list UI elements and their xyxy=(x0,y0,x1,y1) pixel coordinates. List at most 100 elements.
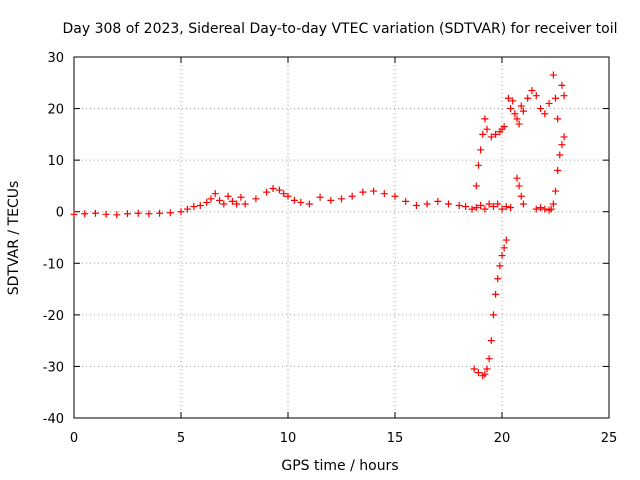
data-point xyxy=(81,210,89,218)
data-point xyxy=(549,71,557,79)
x-tick-label: 20 xyxy=(494,431,511,446)
data-point xyxy=(515,120,523,128)
data-point xyxy=(241,200,249,208)
data-point xyxy=(445,200,452,208)
data-point xyxy=(517,192,525,200)
data-point xyxy=(494,200,502,208)
data-point xyxy=(517,102,525,110)
data-point xyxy=(479,130,487,138)
data-point xyxy=(541,205,549,213)
y-tick-label: 30 xyxy=(47,51,64,66)
data-point xyxy=(556,151,564,159)
data-point xyxy=(224,192,232,200)
data-point xyxy=(177,208,185,216)
data-point xyxy=(507,105,515,113)
data-point xyxy=(541,110,549,118)
data-point xyxy=(305,200,313,208)
data-point xyxy=(502,236,510,244)
data-point xyxy=(338,195,345,203)
data-point xyxy=(524,94,532,102)
data-point xyxy=(391,192,399,200)
data-point xyxy=(468,205,476,213)
data-point xyxy=(434,197,442,205)
data-point xyxy=(474,161,482,169)
series-cluster xyxy=(504,71,568,128)
data-point xyxy=(124,210,131,218)
data-point xyxy=(481,115,489,123)
data-point xyxy=(537,105,545,113)
data-point xyxy=(483,125,491,133)
data-point xyxy=(492,290,500,298)
data-point xyxy=(196,202,204,210)
data-point xyxy=(327,196,335,204)
data-point xyxy=(190,203,198,211)
y-tick-label: 0 xyxy=(56,206,64,221)
x-tick-label: 15 xyxy=(387,431,404,446)
data-point xyxy=(207,195,215,203)
data-point xyxy=(145,210,153,218)
data-point xyxy=(70,210,78,218)
data-point xyxy=(263,188,271,196)
data-point xyxy=(203,198,211,206)
series-main xyxy=(70,185,515,219)
y-tick-label: -20 xyxy=(43,309,64,324)
data-point xyxy=(228,197,236,205)
data-point xyxy=(370,187,378,195)
data-point xyxy=(504,94,512,102)
data-point xyxy=(290,196,298,204)
data-point xyxy=(485,200,493,208)
data-point xyxy=(474,369,482,377)
y-tick-label: 20 xyxy=(47,103,64,118)
series-rise-b xyxy=(532,133,568,214)
data-point xyxy=(269,185,277,193)
y-tick-label: -40 xyxy=(43,412,64,427)
data-point xyxy=(477,202,485,210)
chart-title: Day 308 of 2023, Sidereal Day-to-day VTE… xyxy=(62,21,617,37)
x-tick-label: 25 xyxy=(601,431,618,446)
data-point xyxy=(102,210,110,218)
data-point xyxy=(519,107,527,115)
data-point xyxy=(402,197,410,205)
data-point xyxy=(502,203,510,211)
series-spike xyxy=(513,174,527,208)
data-point xyxy=(547,205,555,213)
data-point xyxy=(472,204,480,212)
ticks xyxy=(73,56,610,419)
data-point xyxy=(500,244,508,252)
data-point xyxy=(507,204,515,212)
grid xyxy=(74,57,609,418)
data-point xyxy=(558,141,566,149)
data-point xyxy=(485,355,493,363)
tick-labels: 0 5 10 15 20 25 -40 -30 -20 -10 0 10 20 30 xyxy=(43,51,618,446)
data-point xyxy=(455,202,463,210)
data-point xyxy=(498,205,506,213)
y-axis-label: SDTVAR / TECUs xyxy=(6,181,22,296)
series-rise-a xyxy=(472,115,508,190)
data-point xyxy=(91,209,99,217)
x-tick-label: 5 xyxy=(177,431,185,446)
data-point xyxy=(513,174,521,182)
data-point xyxy=(558,81,566,89)
data-point xyxy=(552,187,559,195)
data-point xyxy=(519,200,527,208)
data-point xyxy=(549,200,557,208)
data-point xyxy=(275,186,283,194)
data-point xyxy=(462,203,470,211)
data-point xyxy=(216,196,224,204)
data-point xyxy=(532,205,540,213)
y-tick-label: -10 xyxy=(43,257,64,272)
series-dip xyxy=(470,236,510,380)
data-point xyxy=(284,192,292,200)
data-point xyxy=(537,204,545,212)
data-point xyxy=(183,205,191,213)
data-point xyxy=(492,130,500,138)
x-tick-label: 10 xyxy=(280,431,297,446)
data-point xyxy=(134,209,142,217)
data-point xyxy=(252,195,260,203)
data-point xyxy=(560,92,568,100)
data-point xyxy=(359,188,367,196)
data-point xyxy=(513,115,521,123)
data-point xyxy=(560,133,568,141)
data-point xyxy=(481,205,489,213)
data-point xyxy=(532,92,540,100)
